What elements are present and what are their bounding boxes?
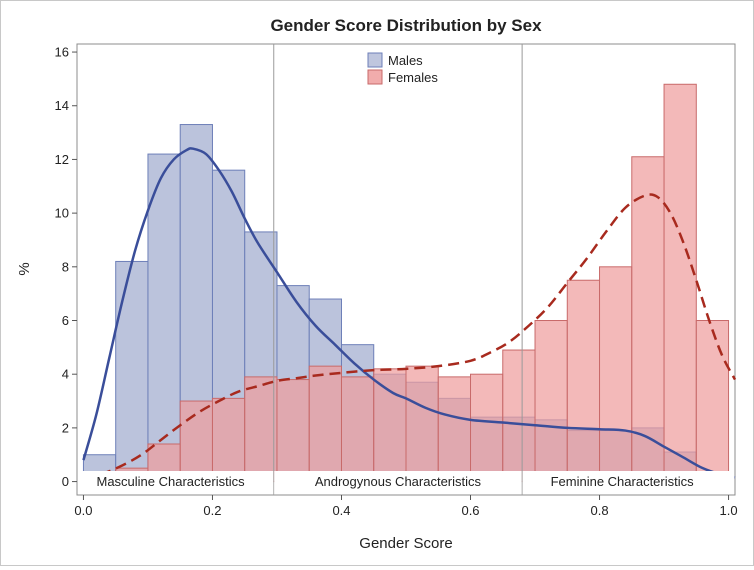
bar-females-19 — [695, 320, 730, 483]
region-label-1: Androgynous Characteristics — [315, 474, 482, 489]
legend-label-females: Females — [388, 70, 438, 85]
x-tick-label-4: 0.8 — [590, 503, 608, 518]
y-tick-label-2: 4 — [62, 367, 69, 382]
y-tick-label-5: 10 — [55, 206, 69, 221]
bar-males-1 — [115, 260, 149, 483]
legend-label-males: Males — [388, 53, 423, 68]
y-tick-label-7: 14 — [55, 98, 69, 113]
legend-swatch-females — [367, 69, 383, 85]
region-band-1 — [274, 471, 522, 495]
x-axis-label: Gender Score — [359, 535, 452, 552]
bar-females-11 — [437, 376, 472, 483]
bar-females-14 — [534, 320, 568, 483]
kde-layer — [82, 147, 737, 479]
x-tick-label-2: 0.4 — [332, 503, 350, 518]
y-tick-label-3: 6 — [62, 313, 69, 328]
bar-females-9 — [373, 368, 407, 483]
plot-area — [76, 43, 736, 496]
bar-females-15 — [566, 279, 601, 483]
bar-females-16 — [599, 266, 633, 483]
bar-females-10 — [405, 365, 439, 483]
axis-layer: 0 2 4 6 8 10 12 14 16 0.0 0.2 0.4 0.6 0.8 1.0 — [55, 45, 738, 518]
bar-females-7 — [308, 365, 342, 483]
bar-males-2 — [147, 153, 181, 483]
y-axis-label: % — [16, 262, 33, 275]
bar-females-18 — [663, 83, 697, 483]
x-tick-label-0: 0.0 — [74, 503, 92, 518]
y-tick-label-4: 8 — [62, 259, 69, 274]
y-tick-label-1: 2 — [62, 420, 69, 435]
region-label-0: Masculine Characteristics — [96, 474, 245, 489]
region-label-2: Feminine Characteristics — [551, 474, 695, 489]
region-band-2 — [522, 471, 735, 495]
bar-females-4 — [211, 397, 246, 483]
region-band-0 — [77, 471, 274, 495]
chart-title: Gender Score Distribution by Sex — [270, 16, 542, 35]
bar-females-12 — [470, 373, 504, 483]
bar-females-13 — [502, 349, 536, 483]
legend: Males Females — [367, 52, 438, 85]
x-tick-label-1: 0.2 — [203, 503, 221, 518]
kde-curve-females — [83, 193, 737, 479]
x-tick-label-3: 0.6 — [461, 503, 479, 518]
y-tick-label-8: 16 — [55, 45, 69, 60]
bars-layer — [82, 83, 730, 483]
bar-females-8 — [340, 376, 375, 483]
bar-females-3 — [179, 400, 213, 483]
legend-swatch-males — [367, 52, 383, 68]
bar-females-6 — [276, 379, 310, 483]
bar-females-5 — [244, 376, 278, 483]
y-tick-label-0: 0 — [62, 474, 69, 489]
y-tick-label-6: 12 — [55, 152, 69, 167]
region-label-layer: Masculine Characteristics Androgynous Cha… — [77, 471, 735, 495]
x-tick-label-5: 1.0 — [720, 503, 738, 518]
kde-curve-males — [82, 147, 736, 479]
